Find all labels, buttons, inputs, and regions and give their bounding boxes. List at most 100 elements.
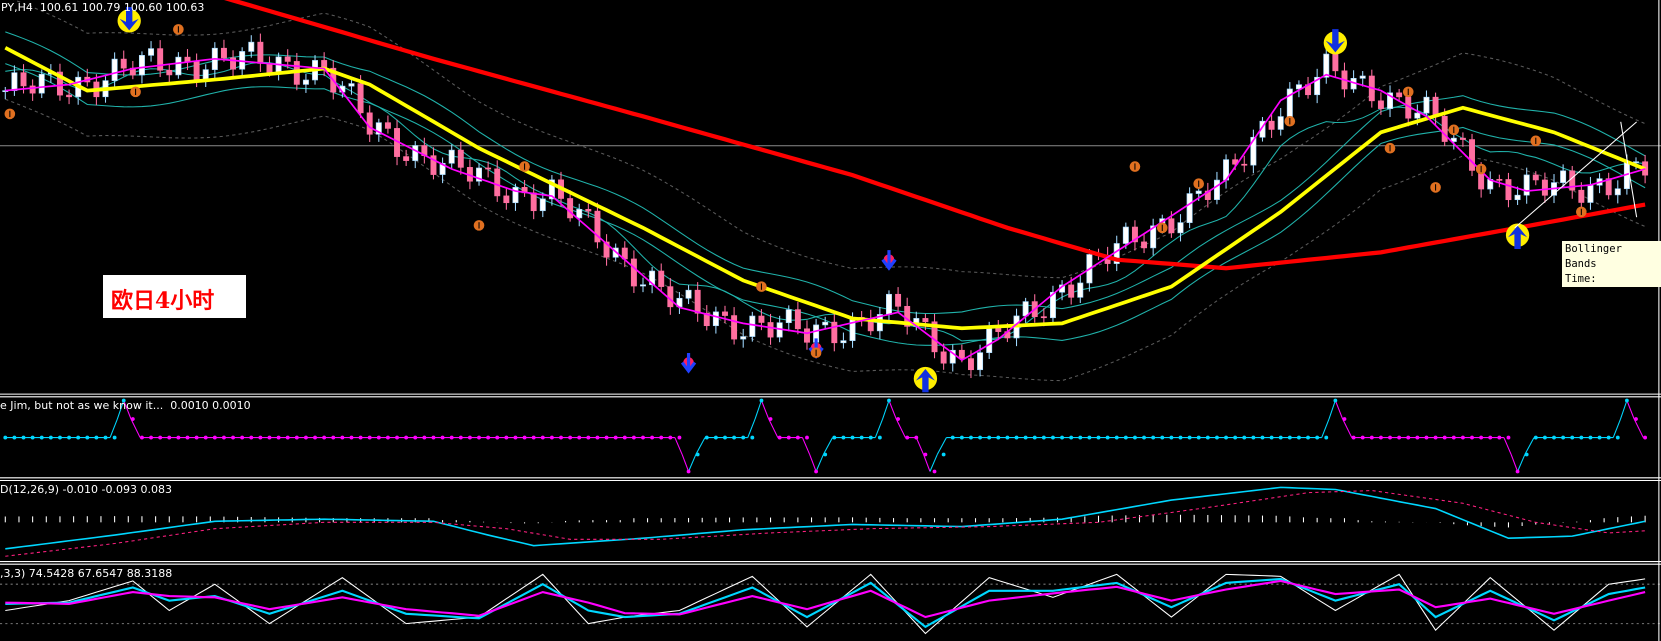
- candle: [1496, 174, 1503, 188]
- jim-point: [395, 435, 399, 440]
- jim-point: [795, 435, 800, 440]
- candle-body: [758, 315, 765, 323]
- jim-point: [158, 435, 163, 440]
- jim-point: [3, 435, 8, 440]
- jim-point: [531, 435, 536, 440]
- jim-point: [404, 435, 409, 440]
- candle: [476, 163, 482, 186]
- candle: [175, 52, 182, 79]
- ma-fast-magenta: [5, 57, 1646, 362]
- jim-point: [222, 435, 226, 440]
- candle-body: [822, 321, 829, 326]
- jim-point: [1369, 435, 1374, 440]
- jim-point: [112, 435, 117, 440]
- candle-body: [1077, 282, 1084, 298]
- candle: [603, 234, 610, 266]
- candle-body: [1432, 96, 1439, 117]
- jim-point: [294, 435, 299, 440]
- candle: [120, 50, 127, 77]
- jim-point: [121, 398, 126, 403]
- jim-line-segment: [929, 454, 938, 472]
- fractal-dot-icon: [1475, 163, 1487, 175]
- candle: [275, 52, 282, 81]
- candle-body: [1131, 226, 1138, 243]
- candle: [1396, 88, 1403, 102]
- jim-point: [495, 435, 500, 440]
- candle-body: [284, 56, 291, 62]
- jim-point: [1342, 417, 1347, 421]
- jim-point: [595, 435, 600, 440]
- candle: [56, 63, 63, 101]
- candle-body: [457, 149, 464, 168]
- candle-body: [157, 48, 164, 71]
- main-price-pane: [0, 0, 1661, 393]
- jim-point: [413, 435, 418, 440]
- buy-signal-arrow-icon: [1505, 223, 1530, 249]
- jim-point: [1542, 435, 1547, 440]
- candle: [494, 160, 501, 202]
- fractal-dot-icon: [1384, 142, 1396, 154]
- candle: [1059, 280, 1066, 301]
- jim-point: [1579, 435, 1584, 440]
- candle: [1186, 187, 1193, 229]
- jim-point: [805, 435, 809, 440]
- jim-point: [1333, 398, 1338, 403]
- candle-body: [603, 241, 610, 258]
- jim-point: [313, 435, 317, 440]
- candle-body: [922, 318, 929, 323]
- candle-body: [448, 149, 455, 164]
- candle: [1569, 165, 1576, 199]
- candle: [904, 297, 911, 335]
- jim-point: [1615, 435, 1620, 440]
- jim-point: [559, 435, 563, 440]
- candle-body: [56, 71, 63, 96]
- candle-body: [66, 94, 73, 98]
- candle-body: [230, 57, 237, 70]
- candle-body: [539, 198, 546, 212]
- fractal-dot-icon: [1156, 222, 1168, 234]
- candle-body: [485, 167, 492, 170]
- candle: [1223, 154, 1230, 189]
- jim-point: [704, 435, 709, 440]
- jim-point: [1023, 435, 1028, 440]
- candle-body: [1441, 115, 1448, 142]
- candle-body: [958, 349, 965, 359]
- jim-point: [568, 435, 573, 440]
- jim-point: [1506, 435, 1511, 440]
- chart-text-label[interactable]: 欧日4小时: [103, 275, 246, 318]
- candle-body: [512, 187, 519, 204]
- jim-point: [194, 435, 199, 440]
- macd-label: D(12,26,9) -0.010 -0.093 0.083: [0, 483, 172, 496]
- jim-point: [386, 435, 390, 440]
- jim-point: [1041, 435, 1046, 440]
- candle: [129, 61, 136, 80]
- candle-body: [1560, 170, 1567, 183]
- jim-point: [1570, 435, 1575, 440]
- jim-point: [167, 435, 172, 440]
- stoch-main-line: [5, 573, 1646, 635]
- tooltip-time: Time: 2012.02.03: [1565, 273, 1629, 300]
- candle-body: [1541, 179, 1548, 196]
- candle: [1469, 133, 1475, 177]
- candle: [148, 41, 155, 62]
- ohlc-values: 100.61 100.79 100.60 100.63: [39, 1, 205, 14]
- candle: [749, 311, 756, 342]
- jim-point: [1196, 435, 1201, 440]
- jim-point: [149, 435, 153, 440]
- jim-point: [1497, 435, 1502, 440]
- candle: [867, 309, 874, 336]
- sell-signal-arrow-icon: [1323, 29, 1348, 55]
- macd-main-line: [5, 486, 1646, 550]
- jim-point: [1533, 435, 1538, 440]
- fractal-dot-icon: [1284, 115, 1296, 127]
- jim-point: [823, 452, 828, 457]
- jim-point: [1379, 435, 1383, 440]
- jim-point: [713, 435, 718, 440]
- candle-body: [1587, 184, 1594, 203]
- fractal-dot-icon: [1430, 182, 1441, 193]
- jim-line-segment: [768, 418, 779, 438]
- candle-body: [1459, 137, 1466, 140]
- crosshair-line: [1514, 121, 1637, 229]
- jim-point: [613, 435, 618, 440]
